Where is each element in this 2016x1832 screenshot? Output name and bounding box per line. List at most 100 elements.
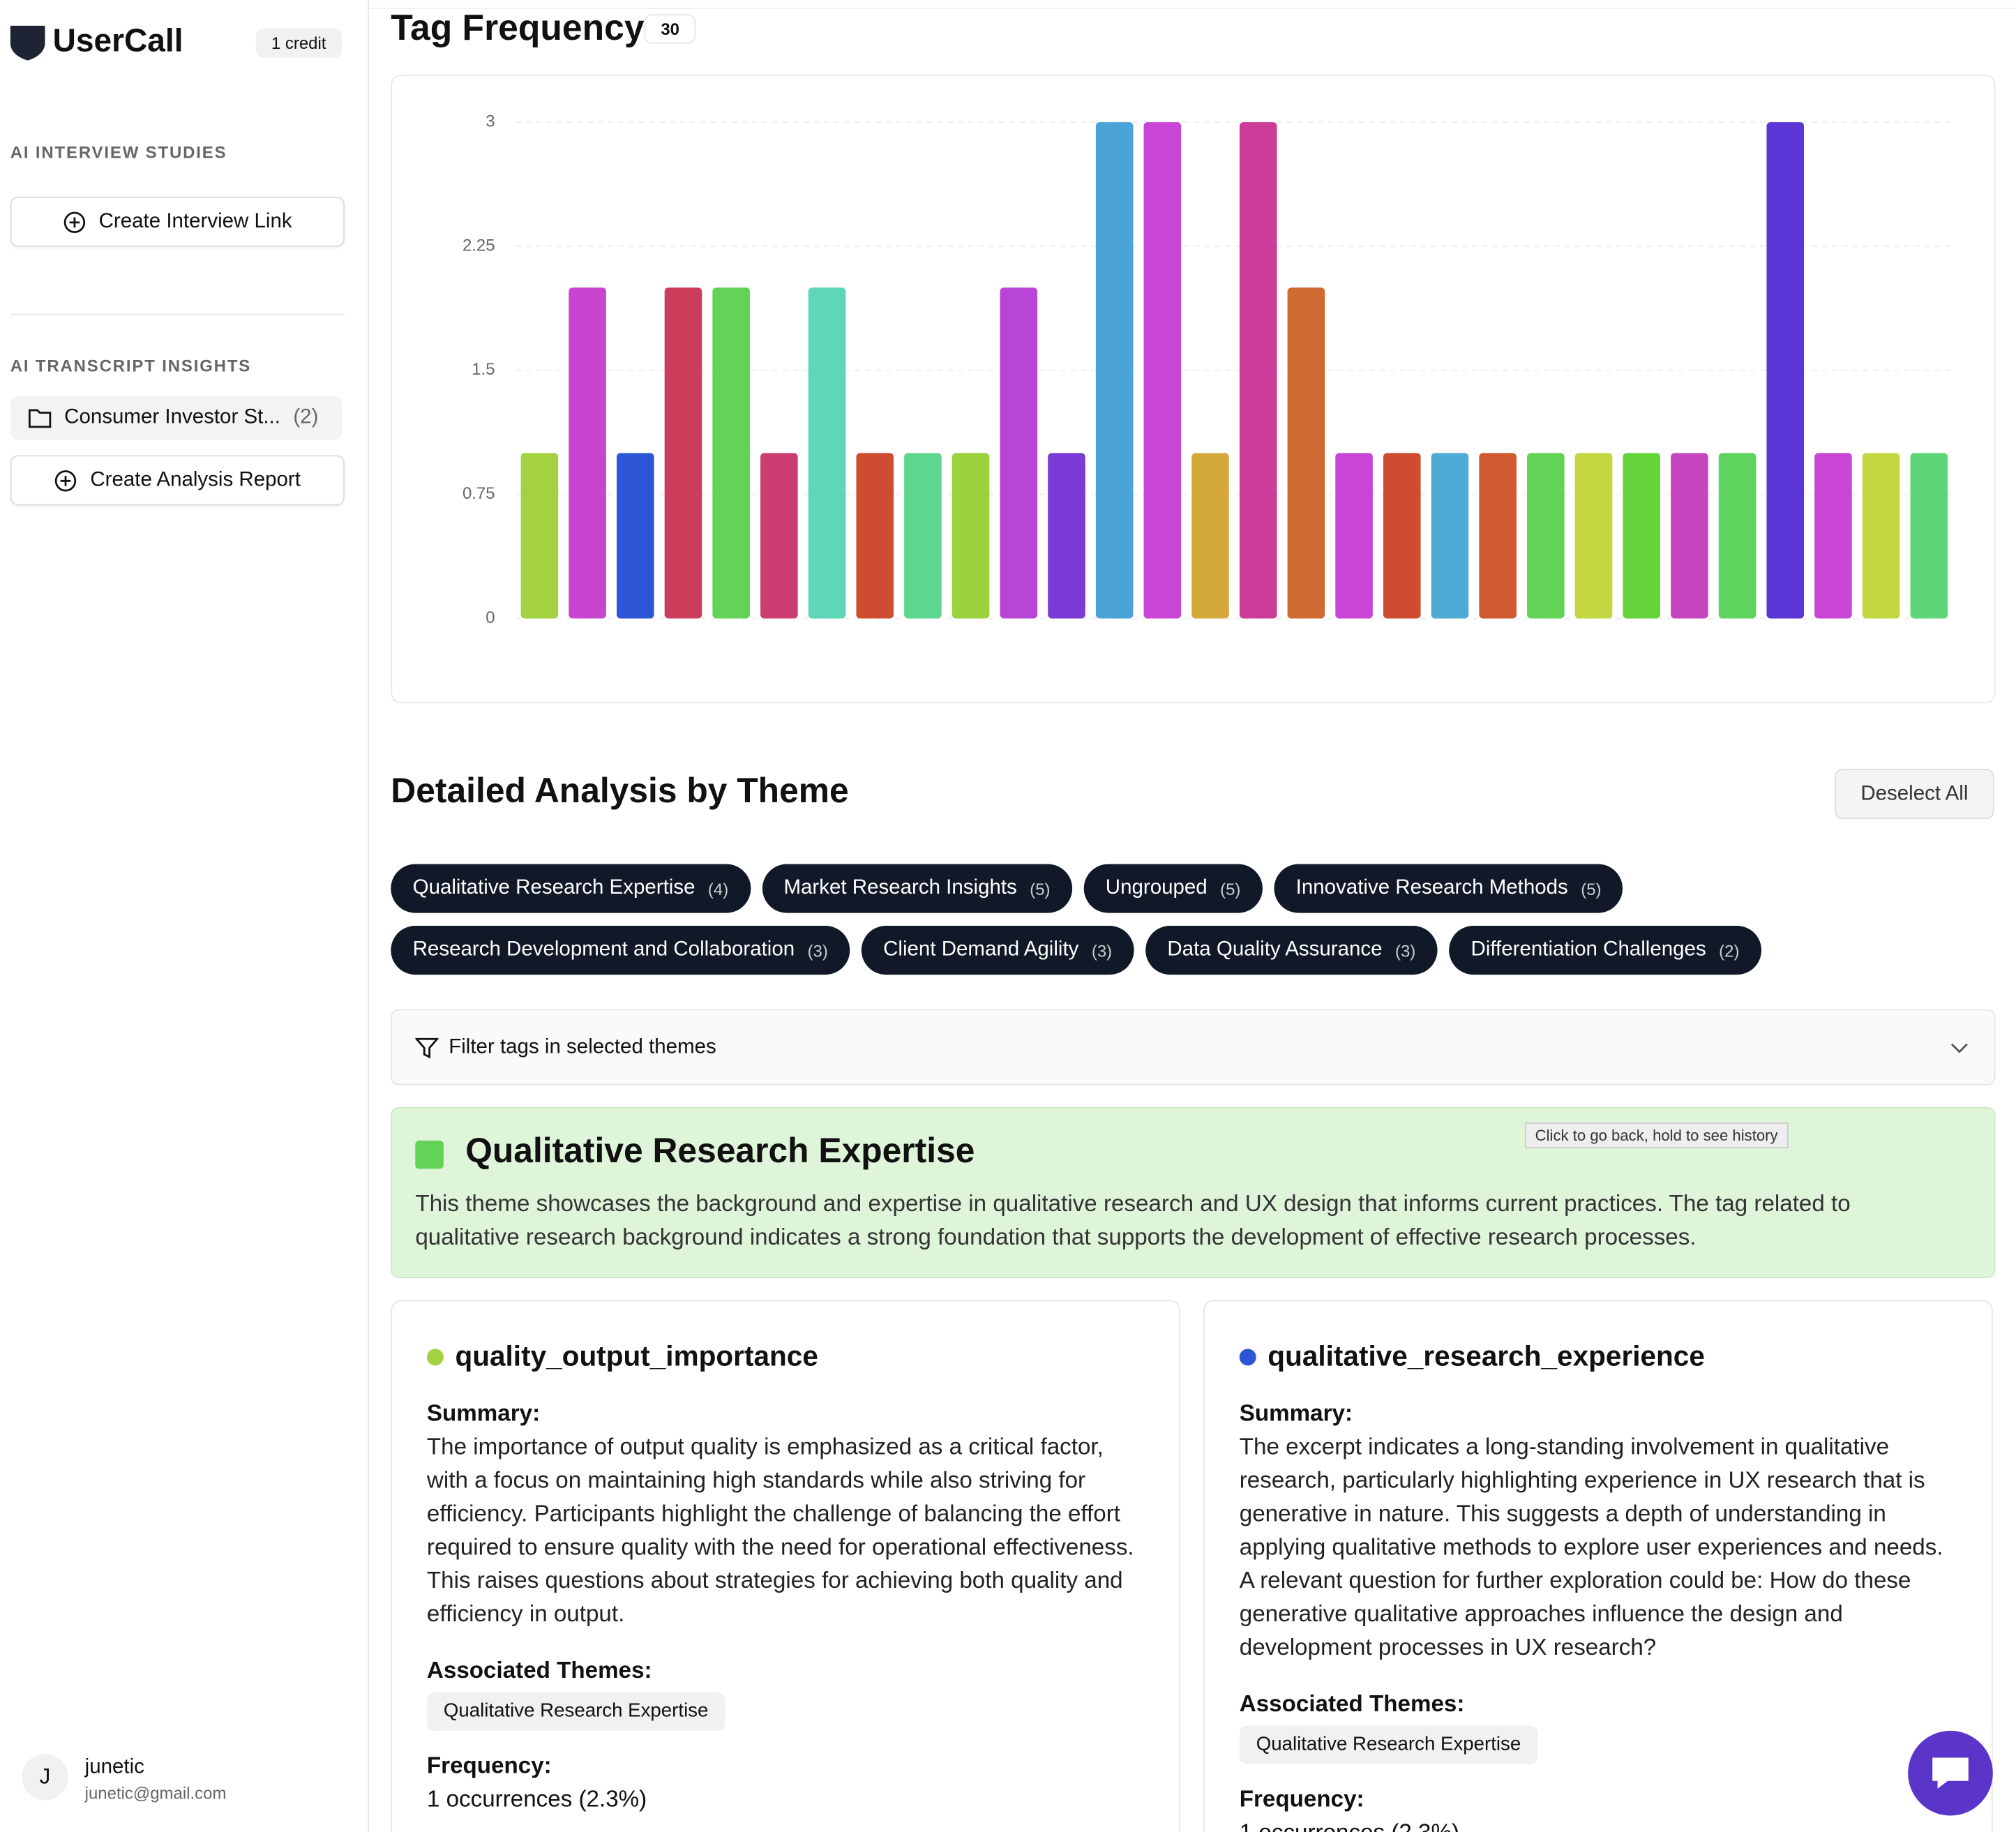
top-border bbox=[370, 8, 2016, 9]
bar bbox=[760, 453, 798, 619]
theme-chip[interactable]: Data Quality Assurance (3) bbox=[1145, 926, 1438, 975]
chip-name: Ungrouped bbox=[1105, 876, 1208, 899]
theme-chip[interactable]: Differentiation Challenges (2) bbox=[1449, 926, 1761, 975]
avatar[interactable]: J bbox=[22, 1753, 68, 1801]
y-tick-label: 3 bbox=[486, 112, 495, 130]
summary-text: The excerpt indicates a long-standing in… bbox=[1239, 1434, 1943, 1660]
brand-name: UserCall bbox=[52, 23, 183, 59]
bar bbox=[520, 453, 559, 619]
bar bbox=[856, 453, 894, 619]
chart-title: Tag Frequency bbox=[391, 8, 645, 48]
bar bbox=[1766, 122, 1805, 619]
theme-chip[interactable]: Ungrouped (5) bbox=[1083, 864, 1263, 913]
tag-dot bbox=[1239, 1348, 1256, 1365]
tag-header: qualitative_research_experience bbox=[1239, 1339, 1957, 1374]
chip-count: (5) bbox=[1030, 878, 1051, 899]
summary-text: The importance of output quality is emph… bbox=[426, 1434, 1134, 1627]
summary-label: Summary: bbox=[1239, 1400, 1353, 1426]
filter-label: Filter tags in selected themes bbox=[449, 1035, 716, 1058]
bar bbox=[1431, 453, 1469, 619]
theme-panel: Qualitative Research Expertise This them… bbox=[391, 1106, 1996, 1279]
button-label: Create Interview Link bbox=[98, 210, 292, 232]
bar bbox=[1671, 453, 1708, 619]
bar bbox=[1527, 453, 1565, 619]
theme-chip[interactable]: Research Development and Collaboration (3… bbox=[391, 926, 850, 975]
bar bbox=[569, 287, 606, 619]
frequency-text: 1 occurrences (2.3%) bbox=[426, 1786, 647, 1812]
filter-icon bbox=[415, 1037, 439, 1058]
bar bbox=[1862, 453, 1900, 619]
section-title: Detailed Analysis by Theme bbox=[391, 771, 849, 811]
folder-count: (2) bbox=[293, 406, 319, 428]
section-heading: AI INTERVIEW STUDIES bbox=[10, 142, 227, 163]
logo bbox=[10, 25, 45, 61]
chip-count: (3) bbox=[807, 940, 828, 960]
chip-name: Research Development and Collaboration bbox=[412, 938, 795, 961]
plus-icon bbox=[63, 211, 85, 233]
folder-icon bbox=[29, 409, 52, 428]
credit-badge: 1 credit bbox=[255, 28, 342, 58]
chip-name: Data Quality Assurance bbox=[1167, 938, 1383, 961]
y-tick-label: 0.75 bbox=[462, 484, 495, 503]
bar bbox=[1383, 453, 1421, 619]
bar bbox=[1623, 453, 1660, 619]
brand[interactable]: UserCall bbox=[10, 23, 183, 61]
plus-icon bbox=[55, 470, 77, 491]
tag-dot bbox=[426, 1348, 444, 1365]
chip-name: Market Research Insights bbox=[783, 876, 1017, 899]
chat-button[interactable] bbox=[1908, 1730, 1993, 1816]
bar bbox=[1910, 453, 1948, 619]
tag-name: quality_output_importance bbox=[455, 1339, 818, 1372]
summary-label: Summary: bbox=[426, 1400, 541, 1426]
bar bbox=[1191, 453, 1229, 619]
filter-bar[interactable]: Filter tags in selected themes bbox=[391, 1009, 1996, 1086]
themes-label: Associated Themes: bbox=[1239, 1690, 1465, 1717]
chip-name: Differentiation Challenges bbox=[1470, 938, 1706, 961]
bar bbox=[1239, 122, 1277, 619]
theme-pill: Qualitative Research Expertise bbox=[426, 1692, 725, 1731]
bar bbox=[617, 453, 654, 619]
bar bbox=[1287, 287, 1325, 619]
bar bbox=[904, 453, 942, 619]
theme-chip[interactable]: Innovative Research Methods (5) bbox=[1274, 864, 1623, 913]
theme-title: Qualitative Research Expertise bbox=[465, 1131, 975, 1171]
bar bbox=[951, 453, 990, 619]
frequency-label: Frequency: bbox=[1239, 1786, 1364, 1812]
theme-pill: Qualitative Research Expertise bbox=[1239, 1725, 1538, 1764]
theme-color bbox=[415, 1140, 444, 1169]
create-interview-button[interactable]: Create Interview Link bbox=[10, 196, 345, 247]
bar bbox=[664, 287, 702, 619]
frequency-text: 1 occurrences (2.3%) bbox=[1240, 1815, 1957, 1832]
chip-count: (5) bbox=[1220, 878, 1241, 899]
chart: 0 0.75 1.5 2.25 3 bbox=[462, 112, 1953, 627]
chip-count: (3) bbox=[1091, 940, 1113, 960]
theme-description: This theme showcases the background and … bbox=[415, 1190, 1851, 1250]
theme-chip[interactable]: Client Demand Agility (3) bbox=[861, 926, 1134, 975]
frequency-label: Frequency: bbox=[426, 1752, 552, 1779]
folder-item[interactable]: Consumer Investor St... (2) bbox=[10, 396, 343, 440]
bar bbox=[1143, 122, 1182, 619]
folder-name: Consumer Investor St... bbox=[64, 406, 280, 428]
chip-name: Client Demand Agility bbox=[883, 938, 1079, 961]
tooltip: Click to go back, hold to see history bbox=[1524, 1123, 1789, 1148]
tag-card: qualitative_research_experience Summary: T… bbox=[1203, 1300, 1993, 1832]
deselect-button[interactable]: Deselect All bbox=[1835, 769, 1994, 820]
y-tick-label: 2.25 bbox=[462, 236, 495, 255]
user-email: junetic@gmail.com bbox=[84, 1783, 227, 1803]
theme-chip[interactable]: Market Research Insights (5) bbox=[762, 864, 1072, 913]
bar bbox=[1048, 453, 1085, 619]
y-tick-label: 0 bbox=[486, 608, 495, 627]
chip-count: (4) bbox=[707, 878, 729, 899]
theme-chip[interactable]: Qualitative Research Expertise (4) bbox=[391, 864, 751, 913]
bar bbox=[1718, 453, 1757, 619]
bar bbox=[1814, 453, 1852, 619]
tag-name: qualitative_research_experience bbox=[1267, 1339, 1705, 1372]
sidebar: UserCall 1 credit AI INTERVIEW STUDIES C… bbox=[0, 0, 369, 1832]
create-report-button[interactable]: Create Analysis Report bbox=[10, 455, 345, 506]
chip-count: (3) bbox=[1394, 940, 1416, 960]
chip-name: Qualitative Research Expertise bbox=[412, 876, 695, 899]
bar bbox=[1479, 453, 1517, 619]
